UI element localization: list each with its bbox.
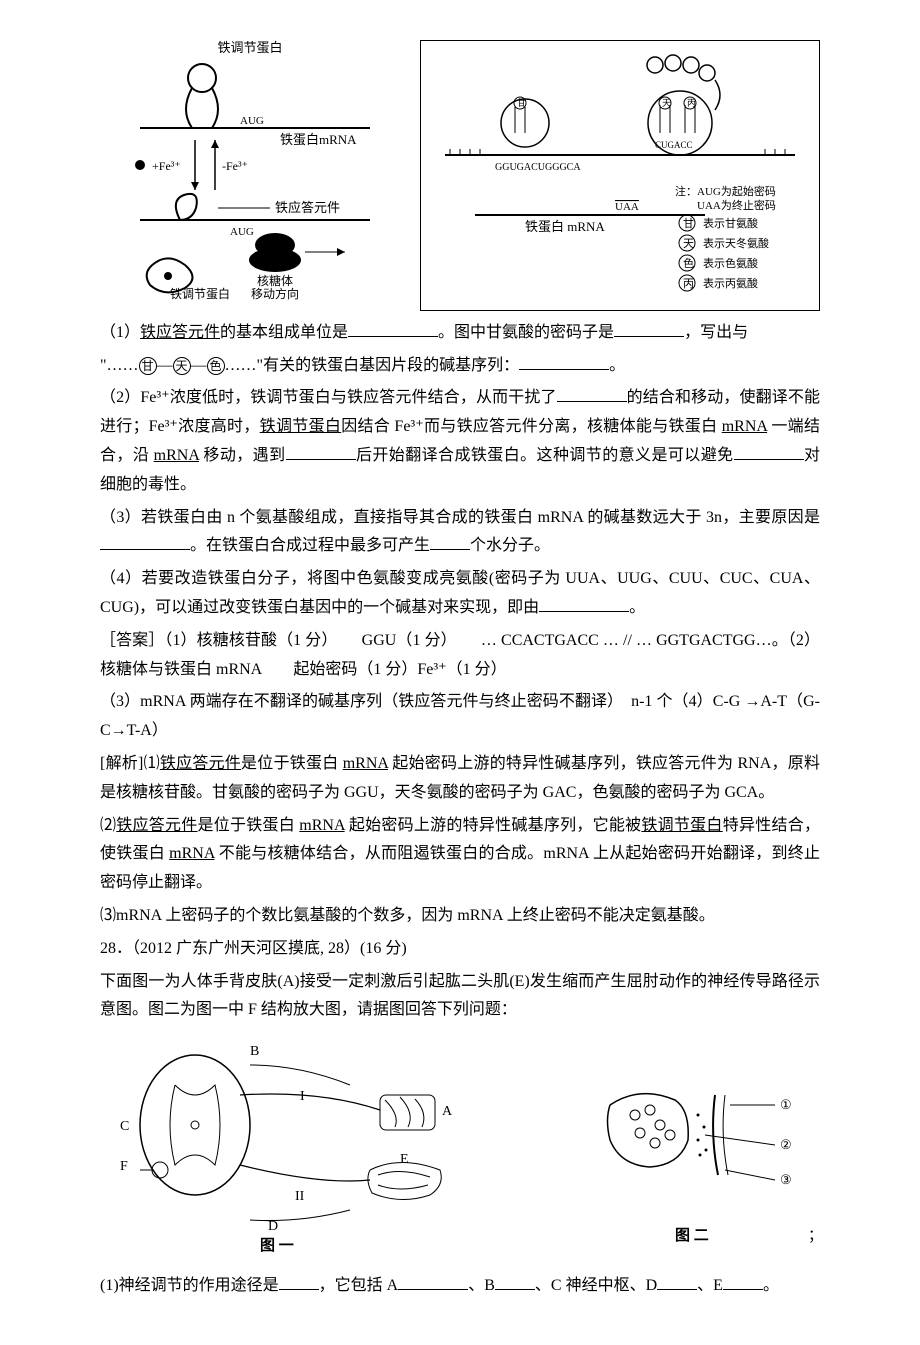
svg-text:色: 色 (683, 256, 694, 270)
svg-text:甘: 甘 (683, 217, 694, 230)
label-aug-2: AUG (230, 226, 254, 238)
svg-text:A: A (442, 1104, 453, 1119)
legend-note-2: UAA为终止密码 (697, 198, 776, 212)
svg-text:图 二: 图 二 (675, 1227, 709, 1244)
bottom-diagram-row: B I A C F II E D (100, 1035, 820, 1266)
analysis-2: ⑵铁应答元件是位于铁蛋白 mRNA 起始密码上游的特异性碱基序列，它能被铁调节蛋… (100, 812, 820, 898)
analysis-3: ⑶mRNA 上密码子的个数比氨基酸的个数多，因为 mRNA 上终止密码不能决定氨… (100, 902, 820, 931)
diagram-left: 铁调节蛋白 AUG 铁蛋白mRNA +Fe³⁺ -Fe³⁺ 铁应答元件 AUG (100, 40, 410, 311)
label-iron-reg-bottom: 铁调节蛋白 (170, 286, 230, 300)
q28-intro: 下面图一为人体手背皮肤(A)接受一定刺激后引起肱二头肌(E)发生缩而产生屈肘动作… (100, 968, 820, 1026)
svg-text:C: C (120, 1119, 129, 1134)
svg-text:②: ② (780, 1137, 792, 1152)
q4: （4）若要改造铁蛋白分子，将图中色氨酸变成亮氨酸(密码子为 UUA、UUG、CU… (100, 565, 820, 623)
answer: ［答案］（1）核糖核苷酸（1 分） GGU（1 分） … CCACTGACC …… (100, 627, 820, 685)
q2: （2）Fe³⁺浓度低时，铁调节蛋白与铁应答元件结合，从而干扰了的结合和移动，使翻… (100, 384, 820, 499)
svg-text:II: II (295, 1189, 305, 1204)
label-iron-response-element: 铁应答元件 (275, 200, 340, 215)
svg-text:；: ； (808, 1228, 820, 1244)
svg-text:表示色氨酸: 表示色氨酸 (703, 256, 758, 270)
svg-text:天: 天 (683, 238, 694, 250)
q3: （3）若铁蛋白由 n 个氨基酸组成，直接指导其合成的铁蛋白 mRNA 的碱基数远… (100, 504, 820, 562)
svg-text:B: B (250, 1044, 259, 1059)
label-fe-plus: +Fe³⁺ (152, 159, 181, 173)
answer-34: （3）mRNA 两端存在不翻译的碱基序列（铁应答元件与终止密码不翻译） n-1 … (100, 688, 820, 746)
label-ribo-move-1: 核糖体 (257, 273, 293, 288)
q1-line1: （1）铁应答元件的基本组成单位是。图中甘氨酸的密码子是，写出与 (100, 319, 820, 348)
diagram-right-svg: 天 丙 CUGACC 甘 GGUGACUGGGCA UAA 铁蛋白 mRNA 注… (425, 45, 815, 295)
diagram-figure-1: B I A C F II E D (100, 1035, 460, 1266)
top-diagram-row: 铁调节蛋白 AUG 铁蛋白mRNA +Fe³⁺ -Fe³⁺ 铁应答元件 AUG (100, 40, 820, 311)
svg-text:图 一: 图 一 (260, 1237, 294, 1254)
svg-text:丙: 丙 (687, 98, 696, 108)
svg-text:表示甘氨酸: 表示甘氨酸 (703, 216, 758, 230)
svg-text:丙: 丙 (683, 278, 694, 290)
diagram-right: 天 丙 CUGACC 甘 GGUGACUGGGCA UAA 铁蛋白 mRNA 注… (420, 40, 820, 311)
svg-text:表示天冬氨酸: 表示天冬氨酸 (703, 236, 769, 250)
label-fe-minus: -Fe³⁺ (222, 159, 248, 173)
label-mrna-right: 铁蛋白 mRNA (525, 219, 605, 234)
svg-text:表示丙氨酸: 表示丙氨酸 (703, 276, 758, 290)
seq-bottom: GGUGACUGGGCA (495, 162, 581, 173)
q28-header: 28．（2012 广东广州天河区摸底, 28）(16 分) (100, 935, 820, 964)
analysis-1: [解析]⑴铁应答元件是位于铁蛋白 mRNA 起始密码上游的特异性碱基序列，铁应答… (100, 750, 820, 808)
svg-text:F: F (120, 1159, 128, 1174)
label-uaa: UAA (615, 201, 639, 213)
svg-text:①: ① (780, 1097, 792, 1112)
q1-line2: "……甘—天—色……"有关的铁蛋白基因片段的碱基序列：。 (100, 352, 820, 381)
svg-text:E: E (400, 1152, 409, 1167)
q28-sub1: (1)神经调节的作用途径是，它包括 A、B、C 神经中枢、D、E。 (100, 1272, 820, 1301)
legend-note-1: 注：AUG为起始密码 (675, 184, 776, 198)
label-mrna-left: 铁蛋白mRNA (280, 132, 357, 147)
label-iron-reg-protein: 铁调节蛋白 (217, 40, 282, 55)
diagram-figure-2: ① ② ③ 图 二 ； (580, 1055, 820, 1266)
svg-text:③: ③ (780, 1172, 792, 1187)
label-ribo-move-2: 移动方向 (251, 286, 299, 300)
svg-text:天: 天 (662, 98, 671, 108)
svg-text:甘: 甘 (517, 97, 526, 108)
label-aug-1: AUG (240, 115, 264, 127)
svg-text:D: D (268, 1219, 278, 1234)
diagram-left-svg: 铁调节蛋白 AUG 铁蛋白mRNA +Fe³⁺ -Fe³⁺ 铁应答元件 AUG (100, 40, 410, 300)
svg-text:I: I (300, 1089, 305, 1104)
seq-top: CUGACC (655, 140, 693, 150)
